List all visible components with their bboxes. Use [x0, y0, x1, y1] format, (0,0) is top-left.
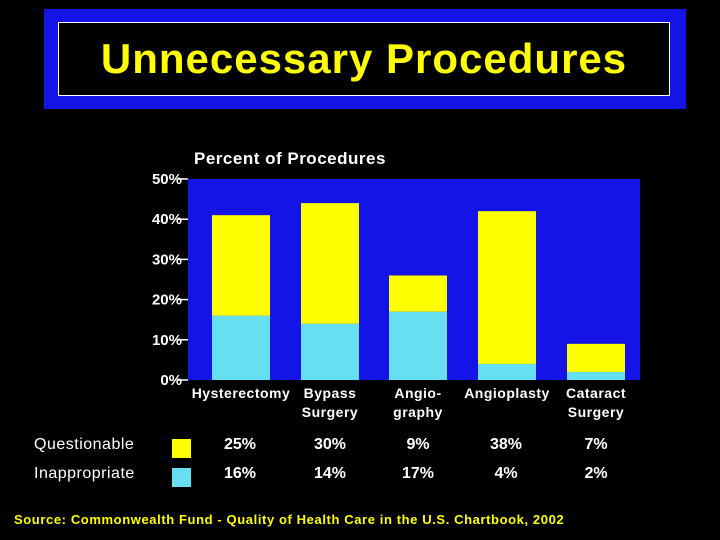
x-category-label: Cataract Surgery — [566, 385, 626, 420]
slide-title: Unnecessary Procedures — [100, 35, 628, 82]
questionable-value-bypass: 30% — [313, 436, 347, 453]
x-category-label: Angio-graphy — [393, 385, 443, 420]
bar-questionable — [567, 343, 625, 372]
y-tick-label: 40% — [152, 211, 182, 228]
inappropriate-value-cataract: 2% — [584, 465, 608, 482]
x-category-label: Hysterectomy — [192, 385, 291, 401]
legend-swatch-inappropriate — [172, 468, 191, 487]
inappropriate-value-angioplasty: 4% — [494, 465, 518, 482]
bar-inappropriate — [389, 311, 447, 380]
bar-inappropriate — [301, 323, 359, 380]
y-tick-label: 50% — [152, 171, 182, 188]
bar-questionable — [212, 215, 270, 316]
y-axis-label: Percent of Procedures — [194, 149, 386, 168]
inappropriate-value-bypass: 14% — [313, 465, 347, 482]
bar-inappropriate — [212, 315, 270, 380]
title-frame: Unnecessary Procedures — [44, 9, 686, 109]
questionable-value-cataract: 7% — [584, 436, 608, 453]
bar-questionable — [389, 275, 447, 312]
legend-row-inappropriate: Inappropriate 16% 14% 17% 4% 2% — [0, 465, 720, 489]
stacked-bar-chart: Percent of Procedures 0% 10% 20% 30% 40% 50% H… — [152, 149, 640, 420]
questionable-value-hysterectomy: 25% — [223, 436, 257, 453]
y-tick-label: 10% — [152, 332, 182, 349]
x-category-label: Angioplasty — [464, 385, 550, 401]
y-tick-label: 20% — [152, 292, 182, 309]
bar-inappropriate — [567, 371, 625, 380]
title-box: Unnecessary Procedures — [58, 22, 670, 96]
bar-questionable — [301, 203, 359, 324]
legend-swatch-questionable — [172, 439, 191, 458]
source-citation: Source: Commonwealth Fund - Quality of H… — [14, 512, 565, 527]
x-category-label: Bypass Surgery — [302, 385, 358, 420]
bar-questionable — [478, 211, 536, 364]
y-tick-label: 0% — [160, 372, 182, 389]
inappropriate-value-hysterectomy: 16% — [223, 465, 257, 482]
y-tick-label: 30% — [152, 251, 182, 268]
questionable-value-angioplasty: 38% — [489, 436, 523, 453]
inappropriate-value-angiography: 17% — [401, 465, 435, 482]
legend-label-inappropriate: Inappropriate — [34, 465, 135, 482]
legend-label-questionable: Questionable — [34, 436, 135, 453]
bar-inappropriate — [478, 363, 536, 380]
questionable-value-angiography: 9% — [406, 436, 430, 453]
legend-row-questionable: Questionable 25% 30% 9% 38% 7% — [0, 436, 720, 460]
